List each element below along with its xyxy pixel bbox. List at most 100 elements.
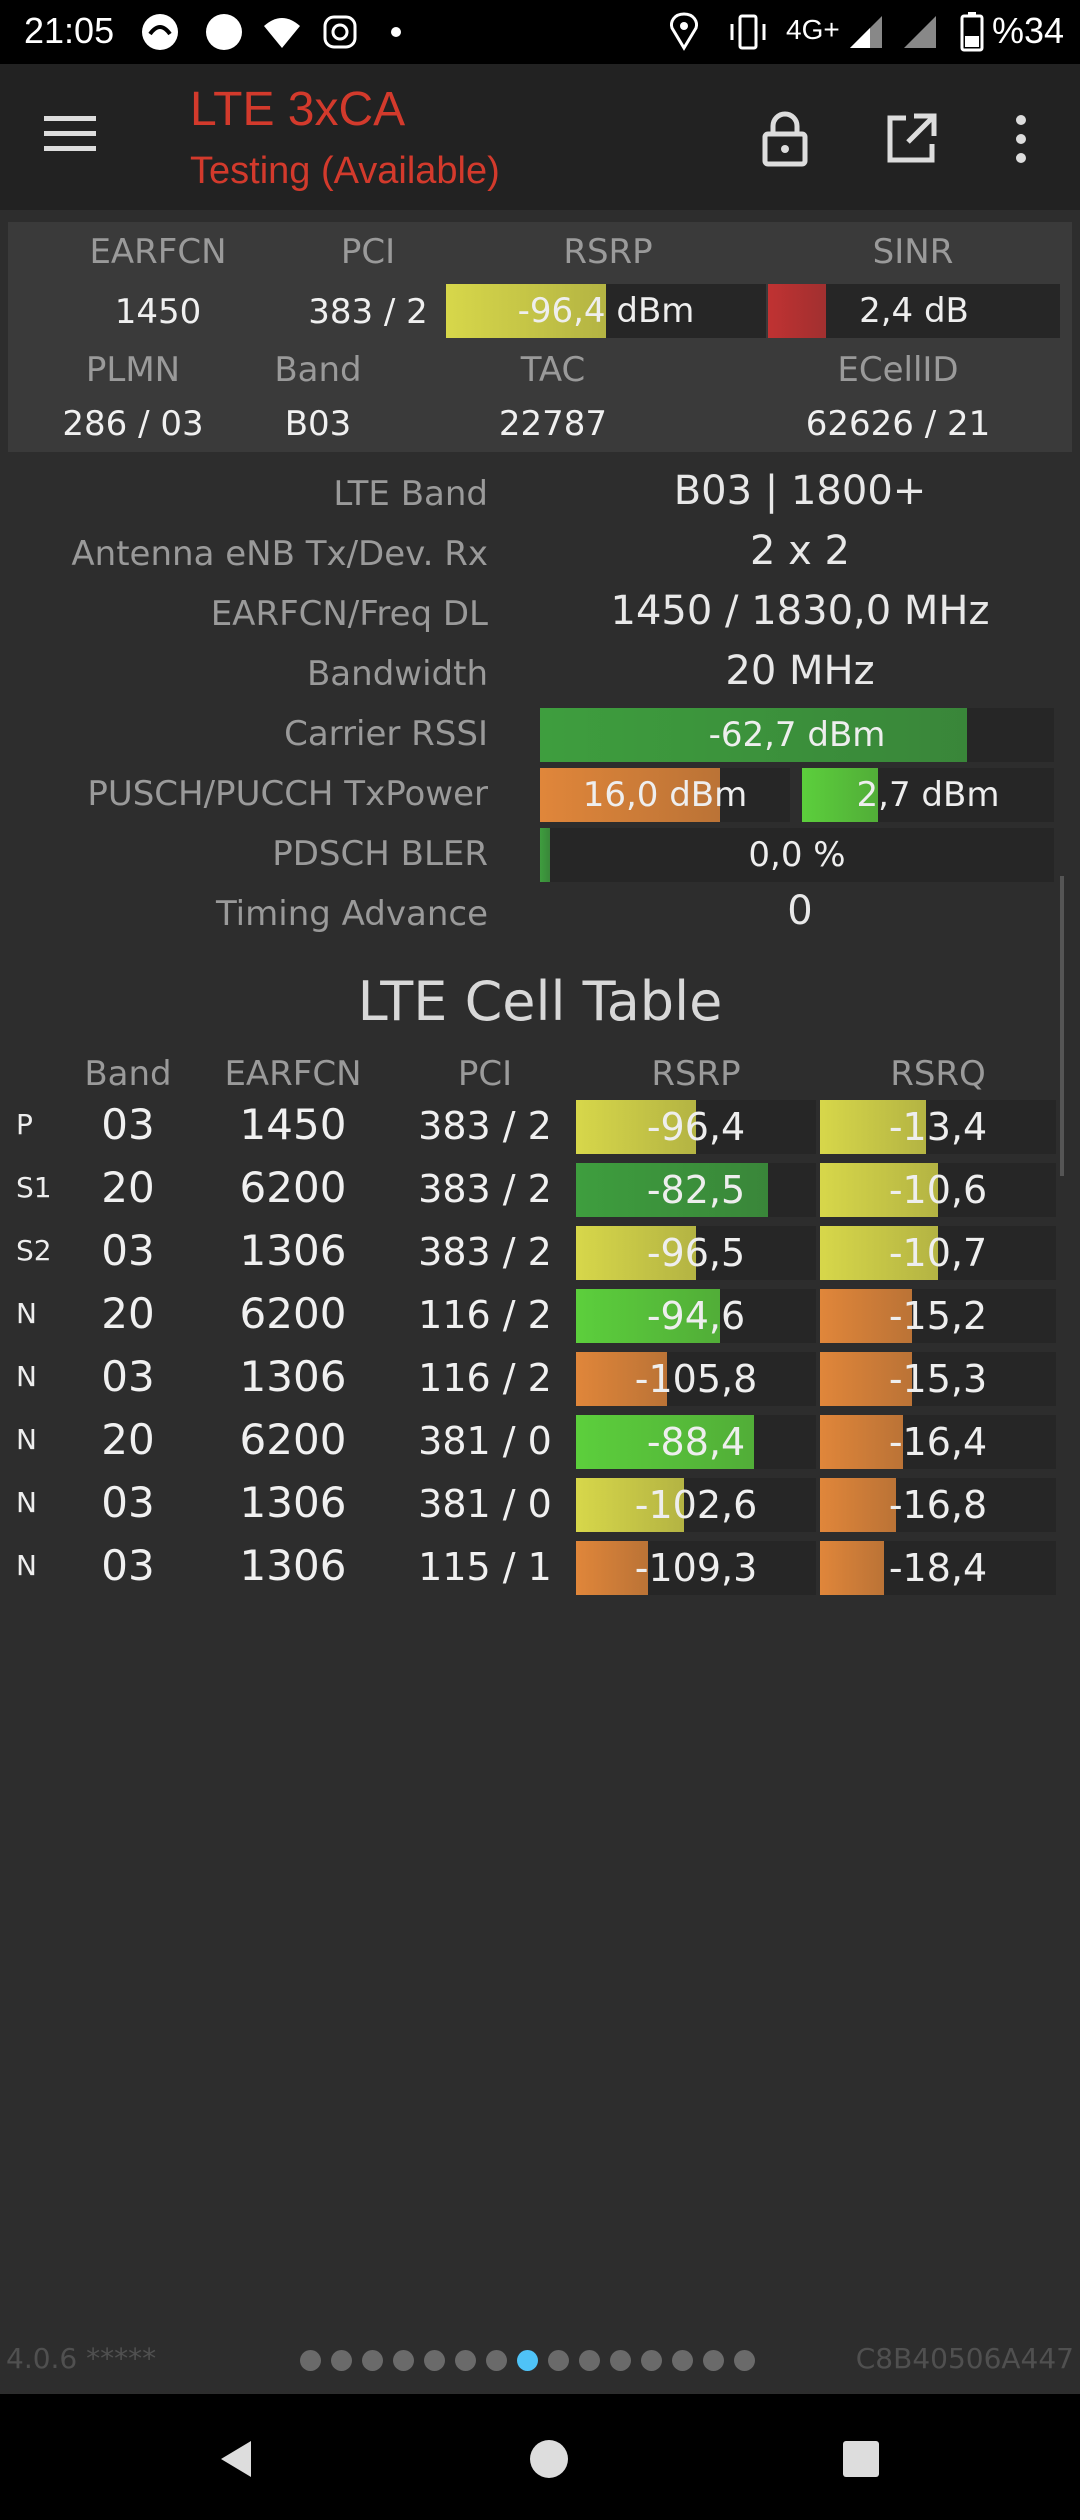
cell-rsrq: -10,7 [888,1231,988,1275]
cell-rsrq-bar: -15,3 [820,1352,1056,1406]
cell-rsrp: -102,6 [634,1483,758,1527]
home-icon[interactable] [514,2424,584,2494]
page-dot[interactable] [300,2350,321,2371]
earfcn-value: 1450 [114,292,202,332]
open-external-icon[interactable] [876,104,946,174]
menu-icon[interactable] [40,106,100,166]
cell-rsrq: -16,4 [888,1420,988,1464]
cell-band: 03 [101,1352,155,1401]
cell-rsrp-bar: -82,5 [576,1163,816,1217]
page-dot[interactable] [486,2350,507,2371]
carrier-icon [140,12,180,52]
tac-value: 22787 [498,404,608,444]
cell-pci: 383 / 2 [418,1104,552,1148]
bler-label: PDSCH BLER [272,834,488,874]
cell-rsrq: -18,4 [888,1546,988,1590]
cell-rsrq: -13,4 [888,1105,988,1149]
cell-band: 03 [101,1226,155,1275]
cell-rsrp: -82,5 [646,1168,746,1212]
cell-rsrp-fill [576,1352,668,1406]
th-rsrq: RSRQ [890,1054,986,1094]
cell-rsrp-fill [576,1415,754,1469]
cell-pci: 116 / 2 [418,1293,552,1337]
band-value: B03 [284,404,352,444]
cell-rsrq: -16,8 [888,1483,988,1527]
page-dot[interactable] [641,2350,662,2371]
scrollbar[interactable] [1060,876,1064,1176]
cell-rsrq: -10,6 [888,1168,988,1212]
cell-earfcn: 6200 [239,1163,347,1212]
location-icon [668,12,700,52]
cell-rsrq-fill [820,1541,884,1595]
cell-rsrp-fill [576,1541,648,1595]
cell-type: P [16,1108,33,1141]
cell-rsrq-bar: -16,8 [820,1478,1056,1532]
cell-band: 03 [101,1541,155,1590]
wifi-icon [262,12,302,52]
sinr-label: SINR [872,232,954,272]
page-dot[interactable] [517,2350,538,2371]
more-options-icon[interactable] [986,104,1056,174]
page-dot[interactable] [455,2350,476,2371]
back-icon[interactable] [200,2424,270,2494]
cell-rsrq: -15,3 [888,1357,988,1401]
antenna-value: 2 x 2 [750,528,850,574]
cell-rsrp-fill [576,1289,720,1343]
th-earfcn: EARFCN [224,1054,362,1094]
rssi-bar-fill [540,708,967,762]
cell-band: 20 [101,1163,155,1212]
table-row: S2 03 1306 383 / 2 -96,5 -10,7 [0,1222,1080,1282]
pucch-value: 2,7 dBm [856,775,1000,815]
earfcn-label: EARFCN [89,232,227,272]
status-time: 21:05 [24,10,115,51]
recents-icon[interactable] [826,2424,896,2494]
timing-advance-value: 0 [787,888,813,934]
bandwidth-value: 20 MHz [725,648,875,694]
cell-rsrp: -94,6 [646,1294,746,1338]
pucch-bar: 2,7 dBm [802,768,1054,822]
cell-type: N [16,1360,37,1393]
signal-2-icon [900,12,940,52]
cell-rsrp-fill [576,1226,696,1280]
page-dot[interactable] [672,2350,693,2371]
page-dot[interactable] [548,2350,569,2371]
summary-panel: EARFCN PCI RSRP SINR 1450 383 / 2 -96,4 … [8,222,1072,452]
cell-rsrp-fill [576,1163,768,1217]
cell-earfcn: 1450 [239,1100,347,1149]
page-dot[interactable] [331,2350,352,2371]
rssi-value: -62,7 dBm [708,715,886,755]
app-bar: LTE 3xCA Testing (Available) [0,64,1080,210]
page-dot[interactable] [703,2350,724,2371]
cell-rsrq-bar: -18,4 [820,1541,1056,1595]
th-pci: PCI [457,1054,513,1094]
page-dot[interactable] [362,2350,383,2371]
cell-rsrp-bar: -102,6 [576,1478,816,1532]
sinr-value: 2,4 dB [859,291,969,331]
cell-rsrq-bar: -15,2 [820,1289,1056,1343]
table-row: N 03 1306 381 / 0 -102,6 -16,8 [0,1474,1080,1534]
cell-band: 20 [101,1415,155,1464]
table-row: N 03 1306 115 / 1 -109,3 -18,4 [0,1537,1080,1597]
page-dot[interactable] [734,2350,755,2371]
cell-band: 20 [101,1289,155,1338]
lock-icon[interactable] [750,104,820,174]
cell-pci: 116 / 2 [418,1356,552,1400]
page-indicator[interactable] [300,2350,755,2371]
rsrp-value: -96,4 dBm [517,291,695,331]
cell-earfcn: 6200 [239,1289,347,1338]
page-dot[interactable] [424,2350,445,2371]
earfcn-freq-value: 1450 / 1830,0 MHz [610,588,990,634]
network-type: 4G+ [786,14,840,45]
cell-rsrq-fill [820,1415,903,1469]
battery-icon [960,12,984,52]
pusch-bar-fill [540,768,720,822]
page-dot[interactable] [579,2350,600,2371]
page-dot[interactable] [393,2350,414,2371]
band-label: Band [274,350,362,390]
cell-type: N [16,1423,37,1456]
page-dot[interactable] [610,2350,631,2371]
pucch-bar-fill [802,768,878,822]
bandwidth-label: Bandwidth [306,654,488,694]
cell-rsrp: -105,8 [634,1357,758,1401]
table-row: N 20 6200 381 / 0 -88,4 -16,4 [0,1411,1080,1471]
